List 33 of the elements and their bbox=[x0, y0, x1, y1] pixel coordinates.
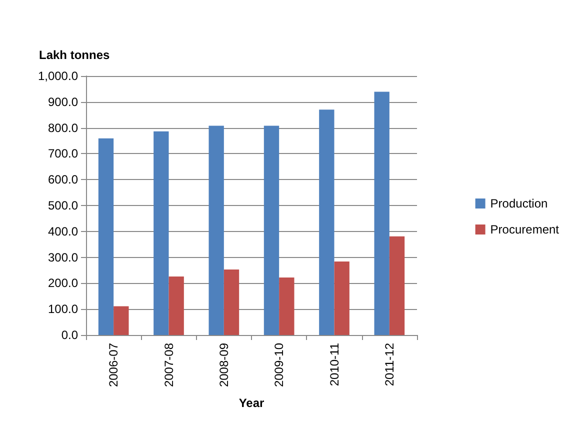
bar bbox=[224, 269, 240, 335]
bar bbox=[154, 131, 169, 335]
y-tick-label: 400.0 bbox=[48, 224, 78, 238]
y-tick-label: 1,000.0 bbox=[38, 69, 78, 83]
x-tick-label: 2008-09 bbox=[216, 342, 231, 388]
legend-label: Procurement bbox=[490, 222, 560, 236]
y-tick-label: 500.0 bbox=[48, 198, 78, 212]
y-tick-label: 900.0 bbox=[48, 94, 78, 109]
bar bbox=[98, 138, 114, 335]
y-tick-label: 200.0 bbox=[48, 276, 78, 290]
x-tick-label: 2011-12 bbox=[382, 342, 396, 386]
bar bbox=[279, 278, 294, 335]
y-tick-label: 100.0 bbox=[48, 302, 78, 316]
bar bbox=[264, 126, 280, 335]
y-tick-label: 300.0 bbox=[48, 250, 78, 264]
bar bbox=[389, 236, 405, 335]
y-axis-title: Lakh tonnes bbox=[39, 48, 110, 62]
y-tick-label: 600.0 bbox=[48, 172, 78, 187]
y-tick-label: 800.0 bbox=[48, 120, 78, 135]
bar bbox=[168, 276, 184, 335]
bar bbox=[334, 261, 350, 335]
bar bbox=[374, 92, 390, 335]
x-tick-label: 2010-11 bbox=[327, 342, 342, 386]
bar bbox=[208, 126, 224, 335]
x-tick-label: 2006-07 bbox=[106, 342, 121, 388]
bar bbox=[319, 110, 334, 335]
y-tick-label: 700.0 bbox=[48, 146, 78, 161]
bar bbox=[114, 306, 129, 335]
x-axis-title: Year bbox=[238, 396, 265, 410]
x-tick-label: 2007-08 bbox=[162, 342, 176, 388]
legend-label: Production bbox=[490, 196, 548, 210]
x-tick-label: 2009-10 bbox=[272, 342, 286, 388]
y-tick-label: 0.0 bbox=[61, 328, 78, 342]
